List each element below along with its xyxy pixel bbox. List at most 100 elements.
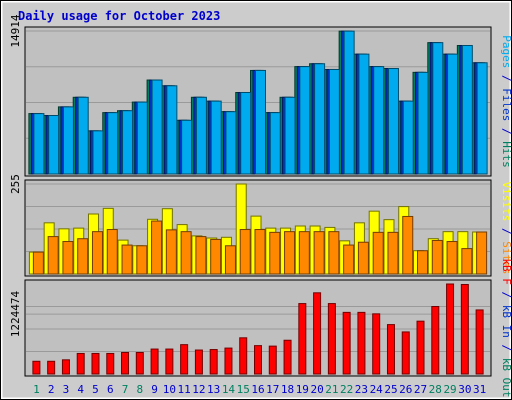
bar-traffic-pages-day-1 <box>33 113 45 175</box>
bar-traffic-pages-day-24 <box>373 66 385 175</box>
bar-traffic-pages-day-13 <box>210 100 222 175</box>
bar-kbytes-kb_f-day-6 <box>106 352 115 375</box>
legend-entry: / <box>500 285 512 305</box>
x-tick-label-day-4: 4 <box>77 383 84 396</box>
bar-traffic-pages-day-28 <box>432 42 444 175</box>
x-tick-label-day-28: 28 <box>429 383 442 396</box>
bar-visitors-sites-day-6 <box>106 229 118 275</box>
bar-traffic-pages-day-17 <box>269 112 281 175</box>
bar-traffic-pages-day-14 <box>225 111 237 175</box>
x-tick-label-day-20: 20 <box>310 383 323 396</box>
bar-visitors-sites-day-10 <box>165 229 177 275</box>
x-tick-label-day-1: 1 <box>33 383 40 396</box>
bar-traffic-pages-day-16 <box>255 69 266 175</box>
x-tick-label-day-25: 25 <box>384 383 397 396</box>
legend-entry: Visits <box>500 182 512 222</box>
bar-kbytes-kb_f-day-14 <box>224 347 233 375</box>
bar-traffic-pages-day-26 <box>402 100 414 175</box>
bar-kbytes-kb_f-day-16 <box>254 345 262 375</box>
bar-visitors-sites-day-31 <box>476 231 488 275</box>
x-tick-label-day-10: 10 <box>163 383 176 396</box>
legend-visitors: Visits / Sites <box>500 182 512 275</box>
bar-kbytes-kb_f-day-1 <box>32 360 41 375</box>
legend-entry: / <box>500 68 512 88</box>
bar-traffic-pages-day-3 <box>62 106 74 175</box>
bar-visitors-sites-day-27 <box>417 250 429 275</box>
bar-kbytes-kb_f-day-17 <box>268 345 277 375</box>
panel-traffic: 14914 Pages / Files / Hits <box>9 14 512 177</box>
bar-visitors-sites-day-11 <box>180 231 192 275</box>
bar-traffic-pages-day-19 <box>299 66 311 175</box>
bar-kbytes-kb_f-day-8 <box>135 351 144 375</box>
x-tick-label-day-29: 29 <box>443 383 456 396</box>
legend-entry: Hits <box>500 141 512 168</box>
bar-visitors-sites-day-19 <box>298 231 310 275</box>
legend-traffic: Pages / Files / Hits <box>500 35 512 168</box>
bar-visitors-sites-day-12 <box>195 236 207 275</box>
x-tick-label-day-30: 30 <box>458 383 471 396</box>
bar-traffic-pages-day-10 <box>166 85 178 175</box>
bar-traffic-pages-day-18 <box>284 96 296 175</box>
legend-entry: / <box>500 221 512 241</box>
legend-entry: kB In <box>500 305 512 338</box>
bar-visitors-sites-day-26 <box>402 215 414 275</box>
bar-traffic-pages-day-4 <box>77 96 89 175</box>
bar-visitors-sites-day-5 <box>91 231 103 275</box>
x-tick-label-day-19: 19 <box>296 383 309 396</box>
bar-kbytes-kb_f-day-20 <box>313 292 322 375</box>
bar-traffic-pages-day-30 <box>461 45 473 175</box>
x-tick-label-day-22: 22 <box>340 383 353 396</box>
bar-kbytes-kb_f-day-22 <box>342 311 351 375</box>
x-tick-label-day-13: 13 <box>207 383 220 396</box>
bar-traffic-pages-day-15 <box>240 91 252 175</box>
bar-visitors-sites-day-21 <box>328 231 340 275</box>
bar-kbytes-kb_f-day-18 <box>283 339 292 375</box>
bar-kbytes-kb_f-day-9 <box>150 348 159 375</box>
bar-visitors-sites-day-3 <box>62 241 74 275</box>
bar-traffic-pages-day-25 <box>387 68 399 175</box>
bar-visitors-sites-day-9 <box>151 220 163 275</box>
x-tick-label-day-23: 23 <box>355 383 368 396</box>
bar-kbytes-kb_f-day-23 <box>357 311 366 375</box>
bar-kbytes-kb_f-day-5 <box>91 352 100 375</box>
panel-visitors: 255 Visits / Sites <box>9 174 512 277</box>
legend-entry: kB Out <box>500 358 512 398</box>
chart-title: Daily usage for October 2023 <box>18 9 220 23</box>
bar-visitors-sites-day-29 <box>446 241 458 275</box>
x-tick-label-day-5: 5 <box>92 383 99 396</box>
bar-kbytes-kb_f-day-28 <box>431 306 440 375</box>
bar-kbytes-kb_f-day-29 <box>446 283 455 375</box>
x-tick-label-day-18: 18 <box>281 383 294 396</box>
bar-kbytes-kb_f-day-11 <box>180 344 189 375</box>
x-tick-label-day-27: 27 <box>414 383 427 396</box>
bar-kbytes-kb_f-day-13 <box>209 349 218 375</box>
legend-entry: / <box>500 121 512 141</box>
bar-traffic-pages-day-12 <box>195 96 207 175</box>
bar-kbytes-kb_f-day-7 <box>121 351 130 375</box>
panel-kbytes: 1224474 kB F / kB In / kB Out <box>9 258 512 397</box>
x-tick-label-day-11: 11 <box>178 383 191 396</box>
bar-visitors-sites-day-25 <box>387 231 399 275</box>
bar-visitors-sites-day-8 <box>136 245 148 275</box>
bar-visitors-sites-day-18 <box>284 231 296 275</box>
bar-traffic-pages-day-8 <box>136 101 148 175</box>
bar-kbytes-kb_f-day-26 <box>401 331 410 375</box>
bar-kbytes-kb_f-day-21 <box>327 303 336 375</box>
x-tick-label-day-14: 14 <box>222 383 236 396</box>
legend-kbytes: kB F / kB In / kB Out <box>500 258 512 397</box>
x-axis-day-labels: 1 2 3 4 5 6 7 8 9 10 11 12 13 14 15 16 17 18 19 20 21 22 23 24 2… <box>33 383 486 396</box>
x-tick-label-day-3: 3 <box>63 383 70 396</box>
x-tick-label-day-26: 26 <box>399 383 412 396</box>
legend-entry: kB F <box>500 258 512 285</box>
x-tick-label-day-16: 16 <box>251 383 264 396</box>
bar-kbytes-kb_f-day-24 <box>372 313 381 375</box>
bar-kbytes-kb_f-day-12 <box>194 349 203 375</box>
bar-visitors-sites-day-28 <box>431 239 443 275</box>
x-tick-label-day-17: 17 <box>266 383 279 396</box>
legend-entry: Pages <box>500 35 512 68</box>
bar-kbytes-kb_f-day-4 <box>76 352 85 375</box>
bar-traffic-pages-day-22 <box>343 30 355 175</box>
legend-entry: Files <box>500 88 512 121</box>
bar-visitors-sites-day-22 <box>343 244 355 275</box>
